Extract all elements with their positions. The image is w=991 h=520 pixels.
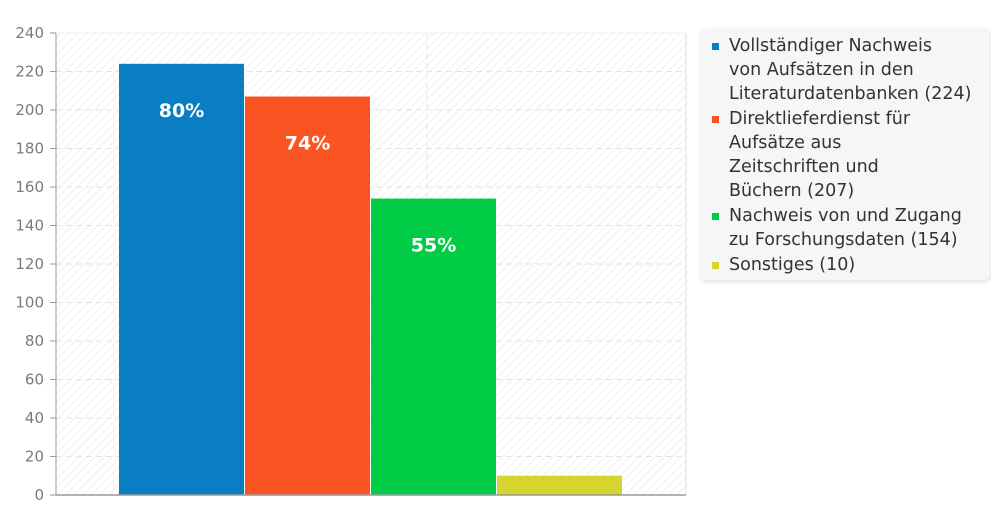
legend-label-line: Sonstiges (10) bbox=[729, 255, 856, 275]
y-tick-label: 60 bbox=[25, 371, 44, 389]
legend-label-line: von Aufsätzen in den bbox=[729, 60, 914, 80]
legend-label: Direktlieferdienst für Aufsätze aus Zeitsc… bbox=[729, 107, 910, 203]
bar bbox=[497, 475, 622, 495]
legend-label: Nachweis von und Zugang zu Forschungsdate… bbox=[729, 204, 962, 252]
legend-label-line: Nachweis von und Zugang bbox=[729, 206, 962, 226]
bar-data-label: 55% bbox=[411, 235, 456, 257]
legend-label-line: Literaturdatenbanken (224) bbox=[729, 84, 972, 104]
bar-data-label: 74% bbox=[285, 133, 330, 155]
y-tick-label: 180 bbox=[15, 140, 44, 158]
legend-label-line: Aufsätze aus bbox=[729, 133, 842, 153]
y-tick-label: 0 bbox=[34, 486, 44, 504]
y-tick-label: 220 bbox=[15, 63, 44, 81]
y-tick-label: 120 bbox=[15, 255, 44, 273]
legend-label: Sonstiges (10) bbox=[729, 253, 855, 277]
legend-item[interactable]: Vollständiger Nachweis von Aufsätzen in d… bbox=[712, 34, 980, 106]
legend-swatch bbox=[712, 43, 719, 50]
legend-swatch bbox=[712, 116, 719, 123]
axes: 0 20 40 60 80 100 120 140 160 180 200 220 240 bbox=[15, 24, 687, 504]
legend-item[interactable]: Nachweis von und Zugang zu Forschungsdate… bbox=[712, 204, 980, 252]
bars: 80% 74% 55% bbox=[119, 63, 622, 496]
legend-label-line: Zeitschriften und bbox=[729, 157, 879, 177]
y-tick-label: 240 bbox=[15, 24, 44, 42]
y-tick-label: 40 bbox=[25, 409, 44, 427]
legend-label: Vollständiger Nachweis von Aufsätzen in d… bbox=[729, 34, 971, 106]
bar-chart: 80% 74% 55% 0 20 40 60 80 100 120 140 160 180 200 220… bbox=[15, 24, 687, 504]
y-tick-label: 20 bbox=[25, 448, 44, 466]
legend-label-line: Direktlieferdienst für bbox=[729, 109, 911, 129]
bar bbox=[245, 96, 370, 496]
bar bbox=[119, 63, 244, 496]
y-tick-label: 200 bbox=[15, 101, 44, 119]
y-tick-label: 100 bbox=[15, 294, 44, 312]
legend: Vollständiger Nachweis von Aufsätzen in d… bbox=[700, 28, 990, 280]
bar-data-label: 80% bbox=[159, 100, 204, 122]
y-tick-label: 80 bbox=[25, 332, 44, 350]
legend-label-line: Büchern (207) bbox=[729, 181, 855, 201]
y-tick-label: 140 bbox=[15, 217, 44, 235]
legend-item[interactable]: Sonstiges (10) bbox=[712, 253, 980, 277]
legend-label-line: Vollständiger Nachweis bbox=[729, 36, 933, 56]
legend-item[interactable]: Direktlieferdienst für Aufsätze aus Zeitsc… bbox=[712, 107, 980, 203]
legend-label-line: zu Forschungsdaten (154) bbox=[729, 230, 958, 250]
y-tick-label: 160 bbox=[15, 178, 44, 196]
legend-swatch bbox=[712, 213, 719, 220]
bar bbox=[371, 198, 496, 496]
legend-swatch bbox=[712, 262, 719, 269]
